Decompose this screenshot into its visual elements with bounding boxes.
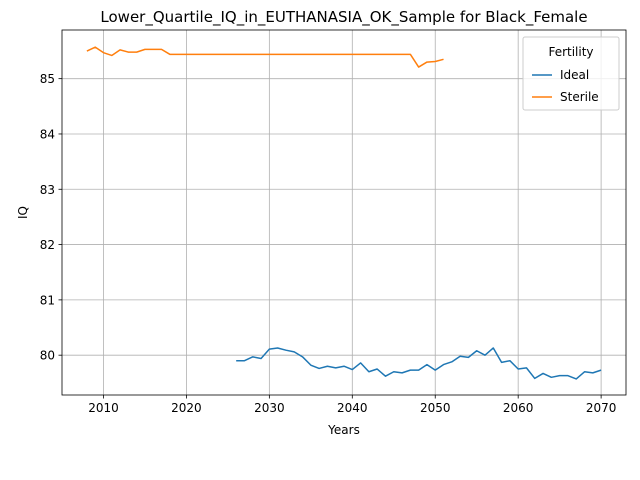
x-tick-label: 2060 [503,401,534,415]
x-axis-label: Years [327,423,360,437]
legend-label-sterile: Sterile [560,90,599,104]
x-tick-label: 2040 [337,401,368,415]
legend-label-ideal: Ideal [560,68,589,82]
legend-title: Fertility [548,45,593,59]
legend-items: Ideal Sterile [532,68,599,104]
chart-title: Lower_Quartile_IQ_in_EUTHANASIA_OK_Sampl… [100,8,587,27]
y-tick-label: 80 [40,349,55,363]
grid-lines [62,30,626,395]
x-tick-label: 2010 [88,401,119,415]
x-tick-label: 2020 [171,401,202,415]
series-line-sterile [86,46,444,68]
legend-box [522,36,620,111]
x-tick-label: 2030 [254,401,285,415]
x-tick-label: 2050 [420,401,451,415]
series-lines [86,46,602,380]
x-tick-label: 2070 [586,401,617,415]
y-tick-label: 85 [40,72,55,86]
axis-ticks: 2010 2020 2030 2040 2050 2060 2070 80 81 82 83 84 85 [40,72,617,415]
y-tick-label: 83 [40,183,55,197]
y-tick-label: 82 [40,238,55,252]
y-axis-label: IQ [16,206,30,219]
y-tick-label: 84 [40,127,55,141]
y-tick-label: 81 [40,293,55,307]
plot-frame [61,29,627,396]
series-line-ideal [236,347,602,380]
legend: Fertility Ideal Sterile [522,36,620,111]
